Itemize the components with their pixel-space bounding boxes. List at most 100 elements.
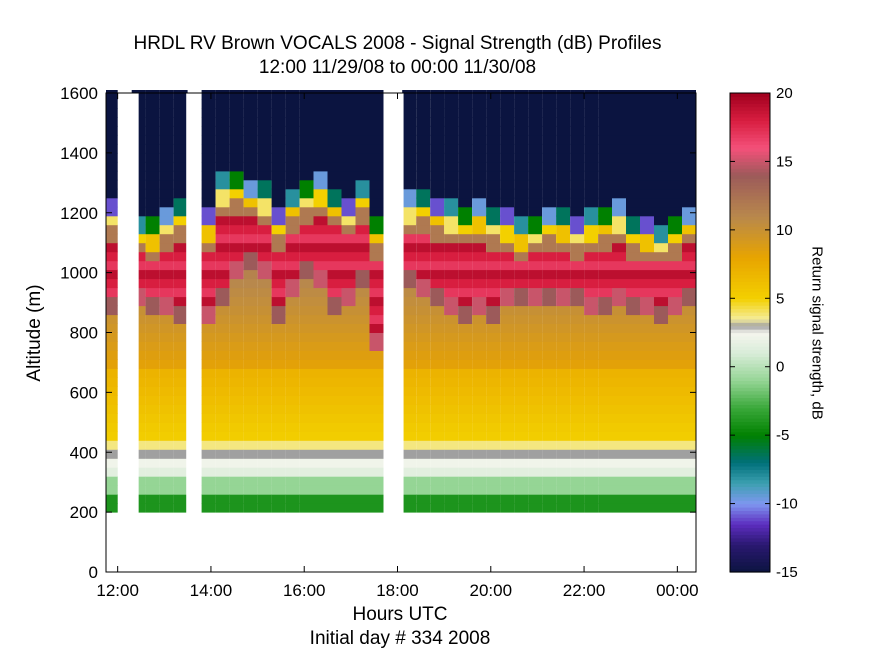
heatmap-cell xyxy=(570,422,585,432)
heatmap-cell xyxy=(500,440,515,450)
heatmap-cell xyxy=(654,422,668,432)
heatmap-cell xyxy=(528,296,543,307)
colorbar-segment xyxy=(730,311,770,316)
heatmap-cell xyxy=(486,323,501,333)
heatmap-cell xyxy=(486,341,501,351)
heatmap-cell xyxy=(313,251,328,262)
colorbar-segment xyxy=(730,469,770,474)
heatmap-cell xyxy=(584,503,599,513)
heatmap-cell xyxy=(243,332,258,342)
heatmap-cell xyxy=(271,422,286,432)
heatmap-cell xyxy=(500,117,515,127)
heatmap-cell xyxy=(229,224,244,235)
heatmap-cell xyxy=(654,503,668,513)
heatmap-cell xyxy=(229,197,244,208)
heatmap-cell xyxy=(668,404,682,414)
heatmap-cell xyxy=(327,134,342,145)
heatmap-cell xyxy=(528,377,543,387)
heatmap-cell xyxy=(229,458,244,468)
heatmap-cell xyxy=(668,233,682,244)
heatmap-cell xyxy=(159,188,174,199)
heatmap-cell xyxy=(528,117,543,127)
heatmap-cell xyxy=(173,117,188,127)
heatmap-cell xyxy=(402,467,417,477)
heatmap-cell xyxy=(458,404,473,414)
heatmap-cell xyxy=(131,170,146,181)
heatmap-cell xyxy=(299,215,314,226)
heatmap-cell xyxy=(514,350,529,360)
heatmap-cell xyxy=(626,449,640,459)
colorbar-segment xyxy=(730,308,770,313)
heatmap-cell xyxy=(514,143,529,154)
heatmap-cell xyxy=(369,99,384,109)
heatmap-cell xyxy=(556,305,571,316)
heatmap-cell xyxy=(640,188,654,199)
heatmap-cell xyxy=(327,170,342,181)
heatmap-cell xyxy=(355,287,370,298)
heatmap-cell xyxy=(369,143,384,154)
heatmap-cell xyxy=(598,449,613,459)
heatmap-cell xyxy=(271,467,286,477)
heatmap-cell xyxy=(106,134,118,145)
heatmap-cell xyxy=(355,395,370,405)
heatmap-cell xyxy=(668,314,682,324)
heatmap-cell xyxy=(257,179,272,190)
heatmap-cell xyxy=(271,305,286,316)
heatmap-cell xyxy=(682,152,696,163)
heatmap-cell xyxy=(682,206,696,217)
heatmap-cell xyxy=(243,179,258,190)
heatmap-cell xyxy=(229,278,244,289)
heatmap-cell xyxy=(654,99,668,109)
colorbar-segment xyxy=(730,106,770,111)
heatmap-cell xyxy=(243,117,258,127)
heatmap-cell xyxy=(131,467,146,477)
heatmap-cell xyxy=(472,287,487,298)
colorbar-segment xyxy=(730,202,770,207)
heatmap-cell xyxy=(682,179,696,190)
heatmap-cell xyxy=(514,108,529,118)
heatmap-cell xyxy=(402,260,417,271)
heatmap-cell xyxy=(257,108,272,118)
heatmap-cell xyxy=(173,224,188,235)
heatmap-cell xyxy=(626,251,640,262)
heatmap-cell xyxy=(598,188,613,199)
heatmap-cell xyxy=(106,99,118,109)
colorbar-segment xyxy=(730,476,770,481)
heatmap-cell xyxy=(257,476,272,486)
heatmap-cell xyxy=(626,422,640,432)
heatmap-cell xyxy=(215,476,230,486)
heatmap-cell xyxy=(444,161,459,172)
heatmap-cell xyxy=(327,260,342,271)
heatmap-cell xyxy=(598,332,613,342)
heatmap-cell xyxy=(341,395,356,405)
heatmap-cell xyxy=(313,117,328,127)
heatmap-cell xyxy=(215,260,230,271)
heatmap-cell xyxy=(500,323,515,333)
heatmap-cell xyxy=(430,206,445,217)
heatmap-cell xyxy=(626,503,640,513)
heatmap-cell xyxy=(570,449,585,459)
colorbar-segment xyxy=(730,520,770,525)
heatmap-cell xyxy=(500,467,515,477)
heatmap-cell xyxy=(229,269,244,280)
heatmap-cell xyxy=(285,395,300,405)
heatmap-cell xyxy=(640,305,654,316)
heatmap-cell xyxy=(430,269,445,280)
heatmap-cell xyxy=(313,260,328,271)
heatmap-cell xyxy=(472,224,487,235)
heatmap-cell xyxy=(486,179,501,190)
heatmap-cell xyxy=(313,350,328,360)
heatmap-cell xyxy=(570,494,585,504)
heatmap-cell xyxy=(215,404,230,414)
heatmap-cell xyxy=(486,188,501,199)
heatmap-cell xyxy=(355,99,370,109)
heatmap-cell xyxy=(430,341,445,351)
heatmap-cell xyxy=(598,215,613,226)
heatmap-cell xyxy=(369,188,384,199)
heatmap-cell xyxy=(640,143,654,154)
heatmap-cell xyxy=(215,188,230,199)
heatmap-cell xyxy=(145,305,160,316)
heatmap-cell xyxy=(299,224,314,235)
heatmap-cell xyxy=(159,359,174,369)
colorbar-segment xyxy=(730,435,770,440)
